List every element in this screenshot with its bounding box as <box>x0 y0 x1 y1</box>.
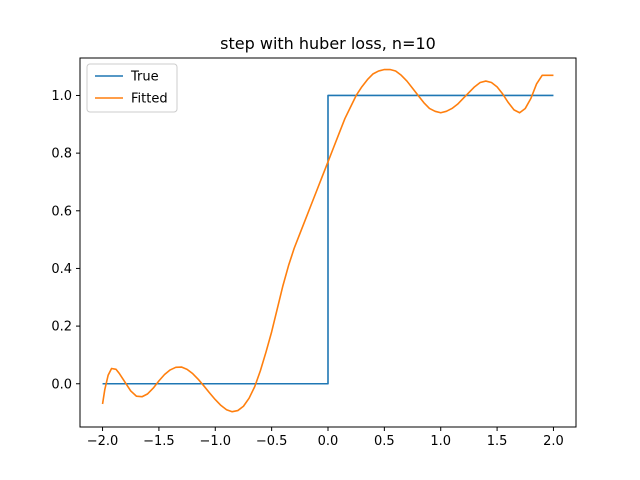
y-tick-label: 0.2 <box>51 320 72 335</box>
y-axis: 0.0 0.2 0.4 0.6 0.8 1.0 <box>51 89 80 392</box>
series-line-fitted <box>101 68 554 413</box>
series-layer <box>101 68 554 413</box>
x-tick-label: 0.5 <box>374 434 395 449</box>
x-tick-label: −1.5 <box>143 434 175 449</box>
x-tick-label: 1.0 <box>430 434 451 449</box>
chart-title: step with huber loss, n=10 <box>220 34 436 53</box>
y-tick-label: 0.8 <box>51 147 72 162</box>
x-tick-label: −2.0 <box>87 434 119 449</box>
x-tick-label: 1.5 <box>487 434 508 449</box>
x-tick-label: −0.5 <box>256 434 288 449</box>
y-tick-label: 1.0 <box>51 89 72 104</box>
y-tick-label: 0.4 <box>51 262 72 277</box>
x-tick-label: −1.0 <box>199 434 231 449</box>
y-tick-label: 0.6 <box>51 204 72 219</box>
legend-label-fitted: Fitted <box>131 92 168 107</box>
legend: True Fitted <box>86 63 178 113</box>
x-tick-label: 0.0 <box>318 434 339 449</box>
series-line-true <box>102 94 554 385</box>
y-tick-label: 0.0 <box>51 377 72 392</box>
x-tick-label: 2.0 <box>543 434 564 449</box>
legend-label-true: True <box>130 70 159 85</box>
x-axis: −2.0 −1.5 −1.0 −0.5 0.0 0.5 1.0 1.5 2.0 <box>87 427 564 449</box>
